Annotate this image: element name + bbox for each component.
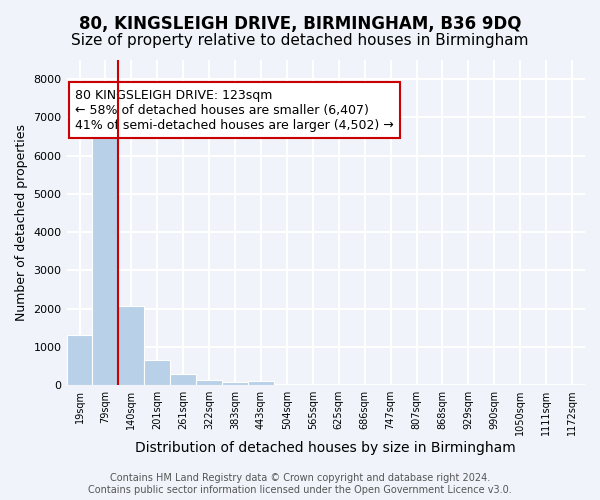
Text: Contains HM Land Registry data © Crown copyright and database right 2024.
Contai: Contains HM Land Registry data © Crown c… — [88, 474, 512, 495]
Text: 80 KINGSLEIGH DRIVE: 123sqm
← 58% of detached houses are smaller (6,407)
41% of : 80 KINGSLEIGH DRIVE: 123sqm ← 58% of det… — [75, 88, 394, 132]
Bar — [196, 380, 222, 385]
Bar — [222, 382, 248, 385]
Bar — [118, 306, 145, 385]
Y-axis label: Number of detached properties: Number of detached properties — [15, 124, 28, 321]
Bar — [145, 360, 170, 385]
Text: Size of property relative to detached houses in Birmingham: Size of property relative to detached ho… — [71, 32, 529, 48]
Text: 80, KINGSLEIGH DRIVE, BIRMINGHAM, B36 9DQ: 80, KINGSLEIGH DRIVE, BIRMINGHAM, B36 9D… — [79, 15, 521, 33]
Bar — [92, 133, 118, 385]
Bar — [170, 374, 196, 385]
Bar — [248, 382, 274, 385]
Bar — [67, 335, 92, 385]
X-axis label: Distribution of detached houses by size in Birmingham: Distribution of detached houses by size … — [136, 441, 516, 455]
